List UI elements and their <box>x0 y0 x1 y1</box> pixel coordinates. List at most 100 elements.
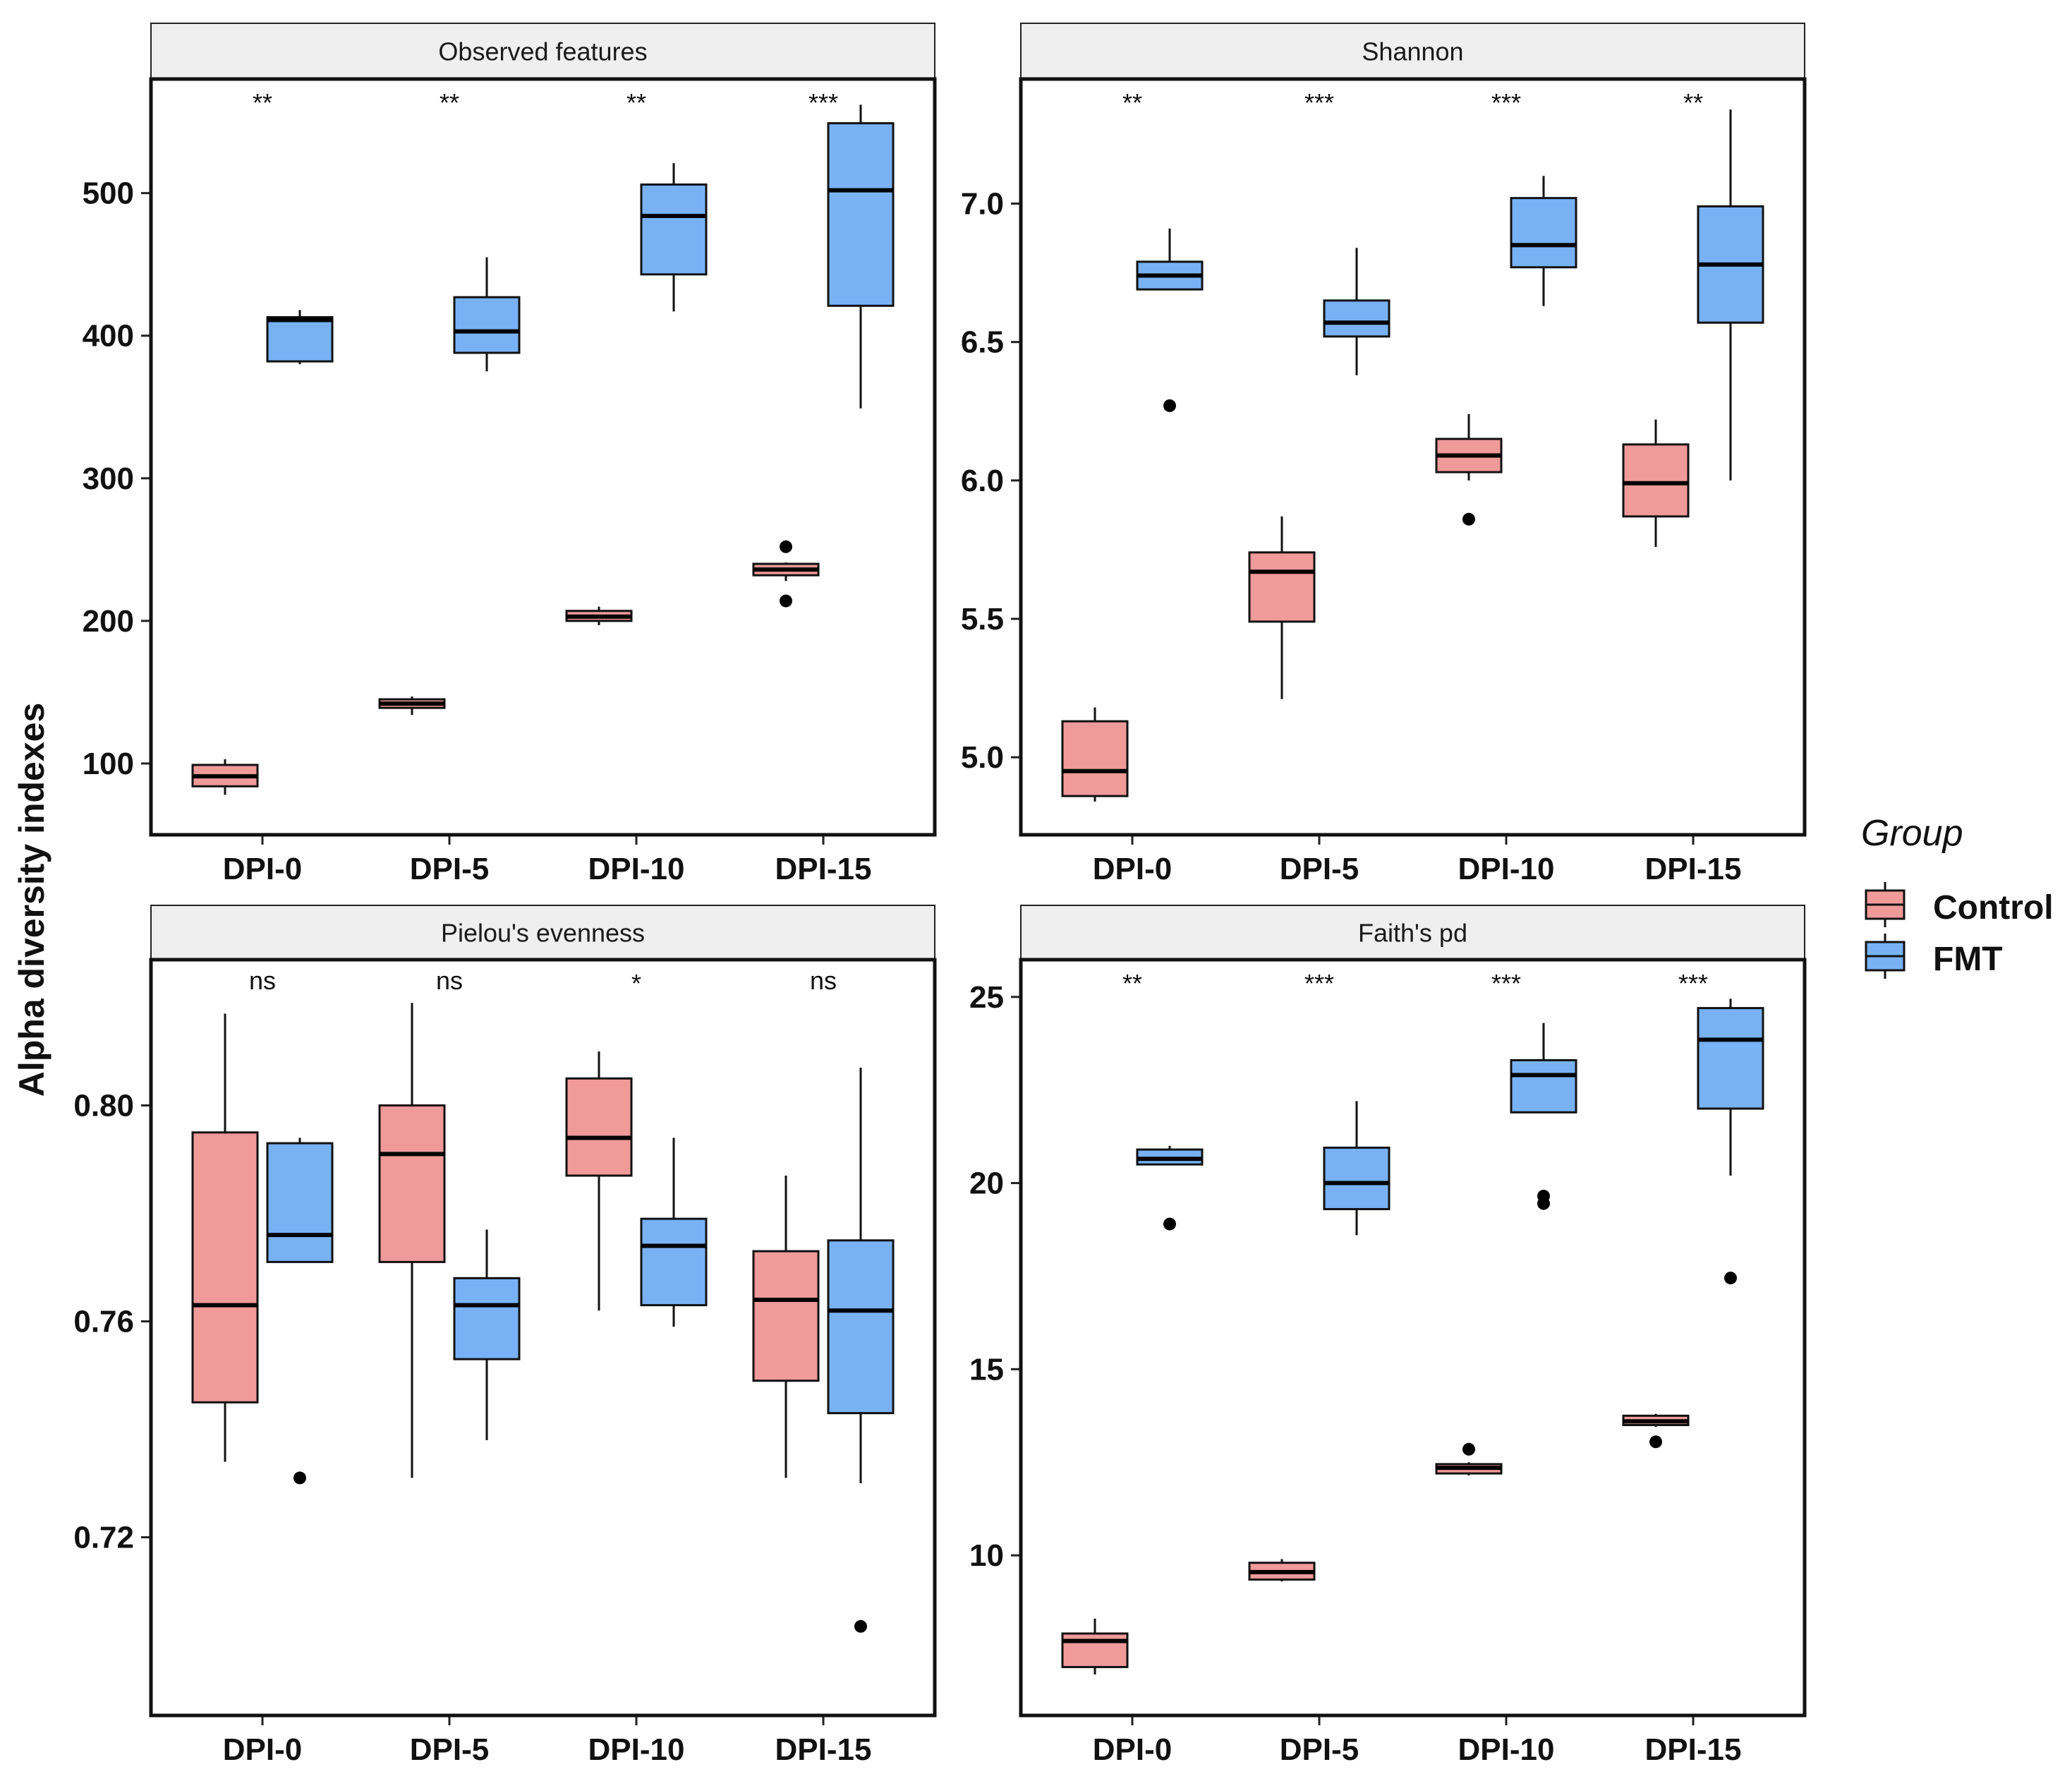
iqr-box <box>1248 551 1316 623</box>
box-fmt-dpi-0 <box>1136 228 1204 412</box>
panel-border <box>149 958 937 1718</box>
box-fmt-dpi-5 <box>453 1229 521 1440</box>
outlier-point <box>1537 1197 1550 1210</box>
x-tick-label: DPI-15 <box>775 1732 872 1767</box>
box-control-dpi-15 <box>752 540 820 608</box>
panel-title: Pielou's evenness <box>441 919 645 948</box>
x-tick-label: DPI-5 <box>410 1732 489 1767</box>
box-control-dpi-0 <box>191 1013 259 1462</box>
box-control-dpi-0 <box>191 759 259 795</box>
box-fmt-dpi-15 <box>827 1068 895 1633</box>
box-control-dpi-5 <box>1248 516 1316 699</box>
box-fmt-dpi-5 <box>453 257 521 372</box>
x-tick-label: DPI-0 <box>1093 852 1172 886</box>
panel-strip <box>1020 905 1805 960</box>
significance-label: ns <box>810 966 837 995</box>
x-tick-label: DPI-15 <box>1645 852 1742 886</box>
box-control-dpi-0 <box>1061 1618 1129 1675</box>
panel-border <box>1019 77 1807 837</box>
iqr-box <box>752 1250 820 1382</box>
iqr-box <box>378 1104 446 1263</box>
panel-title: Faith's pd <box>1358 919 1467 948</box>
box-control-dpi-5 <box>378 1003 446 1478</box>
x-tick-label: DPI-5 <box>1280 1732 1359 1767</box>
x-tick-label: DPI-10 <box>1458 1732 1555 1767</box>
box-fmt-dpi-15 <box>827 104 895 409</box>
significance-label: *** <box>1304 969 1334 998</box>
y-tick-label: 200 <box>83 604 134 639</box>
x-tick-label: DPI-0 <box>1093 1732 1172 1767</box>
panel-title: Shannon <box>1362 37 1463 66</box>
panel-strip <box>1020 23 1805 80</box>
outlier-point <box>1724 1272 1737 1285</box>
y-tick-label: 10 <box>969 1538 1004 1573</box>
significance-label: ns <box>249 966 276 995</box>
box-fmt-dpi-5 <box>1323 1101 1391 1236</box>
iqr-box <box>827 122 895 307</box>
iqr-box <box>266 1142 334 1263</box>
y-tick-label: 6.5 <box>961 325 1004 360</box>
iqr-box <box>565 1077 633 1177</box>
iqr-box <box>640 183 708 276</box>
significance-label: *** <box>808 88 838 117</box>
iqr-box <box>1061 720 1129 797</box>
box-control-dpi-0 <box>1061 707 1129 802</box>
outlier-point <box>1462 512 1475 526</box>
box-control-dpi-5 <box>378 696 446 716</box>
panel-shannon: Shannon 5.0 5.5 6.0 6.5 7.0 DPI-0 DPI-5 DPI-10 DP… <box>961 23 1807 886</box>
box-control-dpi-15 <box>1622 419 1690 547</box>
significance-label: ** <box>1122 969 1142 998</box>
outlier-point <box>1649 1435 1662 1449</box>
box-fmt-dpi-0 <box>266 310 334 365</box>
y-tick-label: 6.0 <box>961 464 1004 498</box>
x-tick-label: DPI-5 <box>410 852 489 886</box>
iqr-box <box>1697 1007 1764 1110</box>
y-tick-label: 0.80 <box>73 1089 134 1123</box>
outlier-point <box>854 1619 867 1633</box>
legend-label-fmt: FMT <box>1933 941 2003 978</box>
box-control-dpi-10 <box>1435 414 1503 526</box>
box-fmt-dpi-5 <box>1323 248 1391 375</box>
significance-label: * <box>631 969 641 998</box>
iqr-box <box>1510 197 1577 269</box>
significance-label: ** <box>1122 88 1142 117</box>
box-control-dpi-10 <box>565 606 633 625</box>
box-fmt-dpi-0 <box>266 1138 334 1485</box>
y-tick-label: 25 <box>969 980 1004 1015</box>
outlier-point <box>1163 399 1176 412</box>
y-tick-label: 7.0 <box>961 187 1004 222</box>
y-axis-title: Alpha diversity indexes <box>12 703 52 1097</box>
y-tick-label: 100 <box>83 747 134 781</box>
outlier-point <box>780 594 792 608</box>
y-tick-label: 400 <box>83 319 134 354</box>
box-control-dpi-5 <box>1248 1559 1316 1582</box>
iqr-box <box>453 1277 521 1360</box>
significance-label: *** <box>1491 969 1521 998</box>
box-fmt-dpi-15 <box>1697 998 1764 1285</box>
y-tick-label: 300 <box>83 461 134 496</box>
y-tick-label: 0.72 <box>73 1521 134 1555</box>
box-fmt-dpi-10 <box>640 1138 708 1327</box>
panel-border <box>149 77 937 837</box>
box-fmt-dpi-0 <box>1136 1145 1204 1231</box>
y-tick-label: 5.5 <box>961 602 1004 636</box>
significance-label: ** <box>1683 88 1703 117</box>
x-tick-label: DPI-5 <box>1280 852 1359 886</box>
significance-label: *** <box>1491 88 1521 117</box>
x-tick-label: DPI-10 <box>588 852 685 886</box>
box-fmt-dpi-15 <box>1697 109 1764 481</box>
box-fmt-dpi-10 <box>640 163 708 312</box>
x-tick-label: DPI-0 <box>223 852 302 886</box>
significance-label: *** <box>1304 88 1334 117</box>
y-tick-label: 0.76 <box>73 1305 134 1339</box>
x-tick-label: DPI-10 <box>588 1732 685 1767</box>
iqr-box <box>191 1131 259 1404</box>
outlier-point <box>293 1471 306 1485</box>
y-tick-label: 20 <box>969 1166 1004 1201</box>
x-tick-label: DPI-15 <box>1645 1732 1742 1767</box>
significance-label: ** <box>253 88 272 117</box>
iqr-box <box>1323 299 1391 338</box>
panels-layer: Observed features 100 200 300 400 500 DPI-0 DPI… <box>73 23 1807 1767</box>
box-control-dpi-15 <box>752 1176 820 1478</box>
